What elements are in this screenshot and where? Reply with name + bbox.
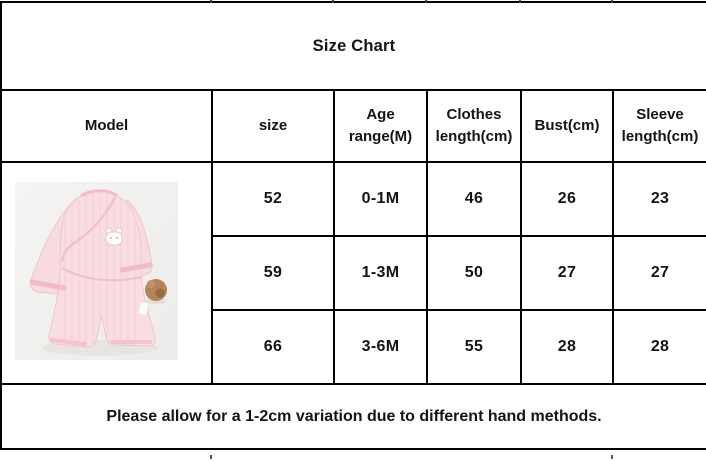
size-value: 59 <box>211 235 335 311</box>
gridline-stub <box>611 0 613 3</box>
hang-tag <box>137 301 150 317</box>
romper-graphic <box>29 189 156 348</box>
size-value: 52 <box>211 161 335 237</box>
product-image-cell <box>0 161 213 385</box>
gridline-stub <box>425 0 427 3</box>
gridline-stub <box>210 455 212 459</box>
bust-value: 28 <box>520 309 614 385</box>
age-range-value: 1-3M <box>333 235 428 311</box>
table-row: 52 0-1M 46 26 23 <box>0 161 706 385</box>
baby-romper-photo <box>15 182 178 360</box>
clothes-length-value: 55 <box>426 309 522 385</box>
variation-note: Please allow for a 1-2cm variation due t… <box>0 383 706 450</box>
age-range-value: 3-6M <box>333 309 428 385</box>
column-header-model: Model <box>0 89 213 163</box>
age-range-value: 0-1M <box>333 161 428 237</box>
page-title: Size Chart <box>0 1 706 91</box>
gridline-stub <box>611 455 613 459</box>
bear-embroidery-icon <box>105 227 123 246</box>
size-chart-table: Size Chart Model size Age range(M) Cloth… <box>0 1 706 450</box>
column-header-size: size <box>211 89 335 163</box>
table-row: 66 3-6M 55 28 28 <box>1 309 706 385</box>
column-header-sleeve-length: Sleeve length(cm) <box>611 89 706 163</box>
sleeve-length-value: 27 <box>611 235 706 311</box>
teddy-pom-icon <box>145 279 167 301</box>
clothes-length-value: 46 <box>426 161 522 237</box>
rib-texture <box>64 190 136 347</box>
clothes-length-value: 50 <box>426 235 522 311</box>
gridline-stub <box>210 0 212 3</box>
gridline-stub <box>519 0 521 3</box>
gridline-stub <box>332 0 334 3</box>
column-header-clothes-length: Clothes length(cm) <box>426 89 522 163</box>
column-header-bust: Bust(cm) <box>520 89 614 163</box>
column-header-age-range: Age range(M) <box>333 89 428 163</box>
bust-value: 26 <box>520 161 614 237</box>
table-row: 59 1-3M 50 27 27 <box>1 235 706 311</box>
bust-value: 27 <box>520 235 614 311</box>
sleeve-length-value: 23 <box>611 161 706 237</box>
sleeve-length-value: 28 <box>611 309 706 385</box>
size-value: 66 <box>211 309 335 385</box>
